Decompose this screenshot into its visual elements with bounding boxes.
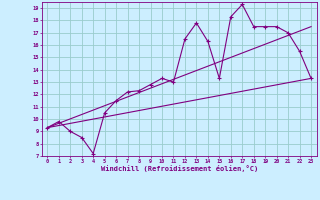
- X-axis label: Windchill (Refroidissement éolien,°C): Windchill (Refroidissement éolien,°C): [100, 165, 258, 172]
